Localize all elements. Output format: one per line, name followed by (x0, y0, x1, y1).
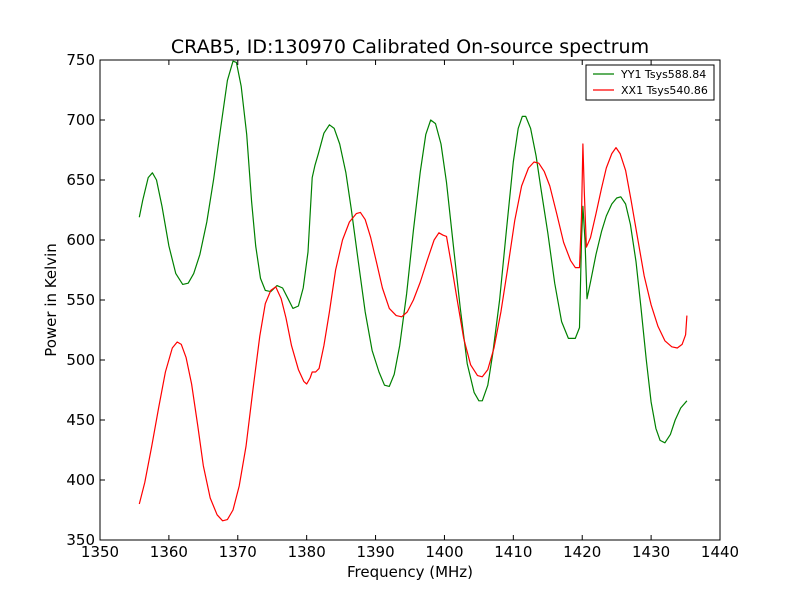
y-tick-label: 450 (66, 411, 95, 429)
legend-box (585, 64, 715, 101)
y-tick-label: 750 (66, 51, 95, 69)
y-tick-label: 400 (66, 471, 95, 489)
x-tick-label: 1400 (425, 543, 463, 561)
series-line-yy1 (138, 60, 688, 444)
x-tick-label: 1420 (563, 543, 601, 561)
chart-title: CRAB5, ID:130970 Calibrated On-source sp… (171, 36, 649, 58)
legend-label-yy1: YY1 Tsys588.84 (620, 68, 706, 81)
y-tick-label: 650 (66, 171, 95, 189)
x-tick-label: 1390 (356, 543, 394, 561)
x-tick-label: 1440 (701, 543, 739, 561)
x-axis-label: Frequency (MHz) (347, 563, 473, 581)
legend-label-xx1: XX1 Tsys540.86 (621, 84, 708, 97)
series-line-xx1 (138, 143, 688, 522)
x-tick-label: 1360 (150, 543, 188, 561)
y-tick-label: 550 (66, 291, 95, 309)
y-axis-label: Power in Kelvin (42, 243, 60, 357)
y-tick-label: 700 (66, 111, 95, 129)
x-axis-ticks: 1350 1360 1370 1380 1390 1400 1410 1420 1430 1440 (81, 60, 739, 561)
y-axis-ticks: 350 400 450 500 550 600 650 700 750 (66, 51, 720, 549)
series-layer (138, 60, 688, 522)
plot-area: 1350 1360 1370 1380 1390 1400 1410 1420 1430 1440… (66, 51, 739, 561)
x-tick-label: 1410 (494, 543, 532, 561)
x-tick-label: 1350 (81, 543, 119, 561)
plot-background (100, 60, 720, 540)
legend: YY1 Tsys588.84 XX1 Tsys540.86 (585, 64, 715, 101)
x-tick-label: 1380 (288, 543, 326, 561)
x-tick-label: 1430 (632, 543, 670, 561)
y-tick-label: 350 (66, 531, 95, 549)
y-tick-label: 600 (66, 231, 95, 249)
x-tick-label: 1370 (219, 543, 257, 561)
y-tick-label: 500 (66, 351, 95, 369)
